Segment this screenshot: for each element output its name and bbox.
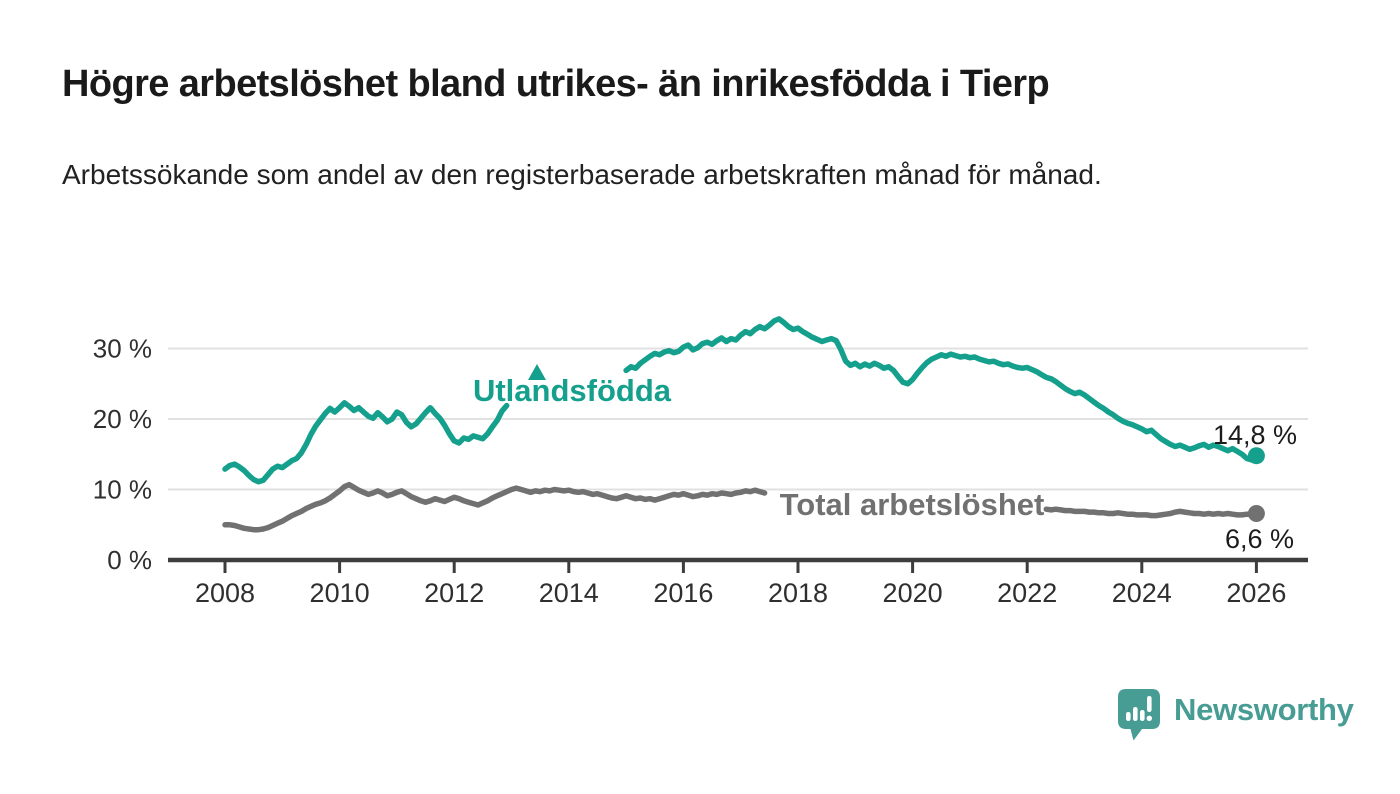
x-tick-label: 2012: [424, 578, 484, 608]
series-label-total: Total arbetslöshet: [780, 487, 1045, 522]
x-tick-label: 2024: [1112, 578, 1172, 608]
newsworthy-bubble-chart-icon: [1118, 689, 1160, 741]
x-tick-label: 2014: [539, 578, 599, 608]
page-subtitle: Arbetssökande som andel av den registerb…: [62, 159, 1102, 190]
series-label-utlandsfodda: Utlandsfödda: [473, 373, 672, 408]
value-label-total: 6,6 %: [1225, 524, 1294, 554]
series-end-dot-total: [1247, 505, 1265, 522]
x-tick-label: 2016: [653, 578, 713, 608]
triangle-up-marker: [528, 364, 546, 380]
y-tick-label: 0 %: [107, 545, 152, 575]
x-tick-label: 2026: [1226, 578, 1286, 608]
y-tick-label: 10 %: [93, 475, 152, 505]
y-tick-label: 20 %: [93, 404, 152, 434]
newsworthy-brand-text: Newsworthy: [1174, 692, 1354, 727]
x-tick-label: 2020: [883, 578, 943, 608]
series-line-total: [222, 481, 1260, 533]
x-tick-label: 2008: [195, 578, 255, 608]
page-title: Högre arbetslöshet bland utrikes- än inr…: [62, 63, 1050, 105]
x-tick-label: 2022: [997, 578, 1057, 608]
value-label-utlandsfodda: 14,8 %: [1213, 420, 1297, 450]
y-tick-label: 30 %: [93, 334, 152, 364]
newsworthy-logo: Newsworthy: [1117, 688, 1354, 742]
x-tick-label: 2018: [768, 578, 828, 608]
series-end-dot-utlandsfodda: [1247, 447, 1265, 465]
series-line-utlandsfodda: [222, 316, 1260, 485]
x-tick-label: 2010: [310, 578, 370, 608]
